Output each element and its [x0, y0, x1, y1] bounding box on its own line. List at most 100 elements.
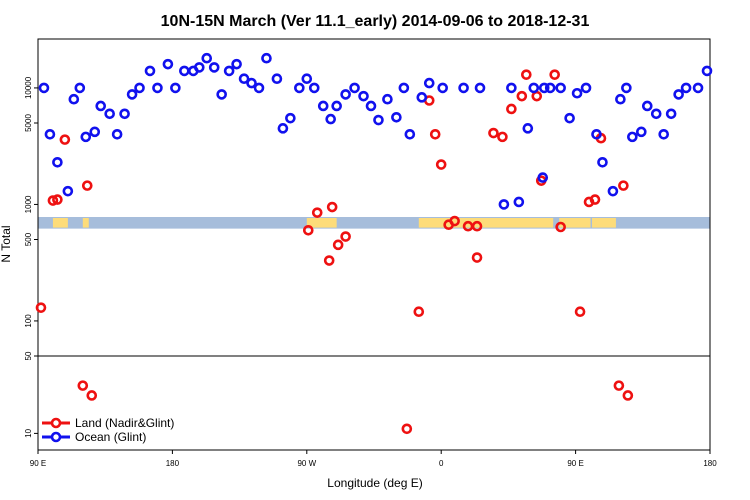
data-point	[201, 52, 213, 64]
data-point	[59, 134, 71, 145]
data-point	[513, 196, 525, 208]
data-point	[373, 114, 384, 126]
data-point	[349, 82, 360, 94]
data-point	[68, 93, 80, 105]
series-ocean	[38, 52, 713, 210]
data-point	[170, 82, 181, 94]
data-point	[591, 128, 602, 140]
data-point	[162, 58, 174, 70]
data-point	[437, 82, 448, 94]
land-segment	[82, 218, 89, 228]
data-point	[126, 89, 138, 100]
data-point	[74, 82, 86, 94]
data-point	[506, 103, 517, 115]
data-point	[574, 306, 586, 318]
x-tick-label: 90 E	[30, 459, 46, 468]
chart-title: 10N-15N March (Ver 11.1_early) 2014-09-0…	[161, 13, 590, 30]
y-axis: 100 500 1000 5000 10000 10 50	[24, 76, 38, 438]
data-point	[488, 127, 499, 139]
data-point	[429, 128, 441, 140]
data-point	[435, 159, 447, 170]
data-point	[538, 82, 550, 94]
data-point	[302, 224, 314, 236]
data-point	[261, 52, 272, 64]
data-point	[474, 82, 486, 94]
data-point	[44, 128, 56, 140]
data-point	[607, 185, 619, 197]
data-point	[650, 108, 662, 120]
data-point	[358, 90, 369, 102]
data-point	[497, 131, 508, 143]
y-tick-label: 10	[24, 428, 33, 437]
y-tick-label: 100	[24, 314, 33, 328]
series-land	[35, 69, 634, 435]
land-segment	[306, 218, 337, 228]
data-point	[216, 89, 227, 100]
upper-panel-frame	[37, 38, 711, 357]
data-point	[52, 156, 63, 168]
data-point	[111, 128, 123, 140]
data-point	[549, 69, 560, 80]
data-point	[555, 221, 566, 233]
data-point	[323, 255, 335, 266]
data-point	[627, 131, 638, 143]
data-point	[80, 131, 92, 143]
data-point	[531, 90, 543, 102]
y-axis-label: N Total	[0, 225, 13, 262]
data-point	[618, 180, 629, 191]
data-point	[658, 128, 670, 140]
data-point	[528, 82, 540, 94]
data-point	[404, 128, 416, 140]
data-point	[641, 100, 653, 112]
x-tick-label: 90 E	[567, 459, 583, 468]
data-point	[571, 87, 583, 99]
y-tick-label: 5000	[24, 114, 33, 132]
y-tick-label: 1000	[24, 195, 33, 213]
data-point	[208, 62, 220, 73]
data-point	[340, 89, 351, 100]
data-point	[301, 73, 313, 85]
data-point	[692, 82, 704, 94]
data-point	[537, 172, 549, 183]
data-point	[326, 201, 338, 213]
data-point	[597, 156, 608, 168]
data-point	[308, 82, 320, 94]
data-point	[636, 126, 647, 138]
data-point	[673, 89, 684, 100]
data-point	[294, 82, 305, 94]
data-point	[621, 82, 632, 94]
data-point	[77, 380, 89, 391]
data-point	[325, 113, 336, 125]
data-point	[522, 123, 534, 134]
data-point	[401, 423, 413, 435]
data-point	[680, 82, 692, 94]
data-point	[498, 199, 510, 210]
data-points	[35, 52, 713, 435]
land-segment	[559, 218, 591, 228]
data-point	[144, 65, 156, 77]
data-point	[423, 77, 435, 89]
y-tick-label: 500	[24, 232, 33, 246]
lower-panel-frame	[37, 355, 711, 451]
legend-label: Land (Nadir&Glint)	[75, 416, 174, 430]
data-point	[238, 73, 250, 85]
data-point	[622, 390, 634, 401]
data-point	[555, 82, 566, 94]
data-point	[449, 215, 460, 227]
data-point	[665, 108, 677, 120]
data-point	[271, 73, 283, 85]
data-point	[62, 185, 74, 197]
data-point	[398, 82, 410, 94]
data-point	[382, 93, 393, 105]
y-tick-label: 10000	[24, 76, 33, 99]
x-tick-label: 180	[703, 459, 717, 468]
data-point	[521, 69, 532, 80]
data-point	[179, 65, 190, 77]
data-point	[471, 252, 483, 263]
data-point	[458, 82, 469, 94]
data-point	[331, 100, 342, 112]
x-axis: 90 E 180 90 W 0 90 E 180	[30, 450, 717, 468]
data-point	[35, 302, 47, 313]
data-point	[613, 380, 625, 391]
data-point	[340, 231, 351, 242]
